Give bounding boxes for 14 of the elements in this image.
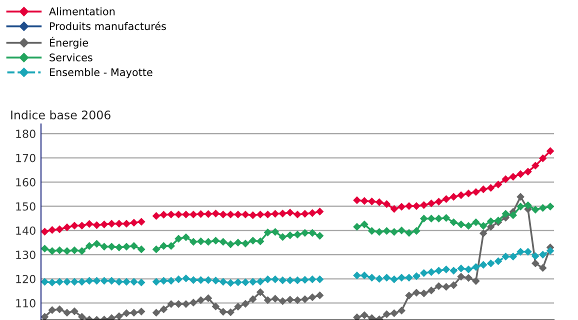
legend-label: Ensemble - Mayotte	[50, 68, 152, 78]
legend-label: Énergie	[50, 36, 88, 49]
y-axis-title: Indice base 2006	[11, 110, 110, 120]
y-tick-label: 160	[16, 178, 36, 186]
y-tick-label: 110	[16, 299, 36, 308]
legend-label: Alimentation	[49, 7, 115, 16]
y-tick-label: 120	[16, 274, 36, 284]
y-tick-label: 180	[16, 130, 36, 138]
y-tick-label: 130	[16, 250, 36, 260]
y-tick-label: 170	[16, 154, 36, 162]
legend-label: Produits manufacturés	[50, 22, 166, 30]
legend-label: Services	[50, 53, 92, 62]
y-tick-label: 150	[16, 202, 36, 211]
y-tick-label: 140	[16, 226, 36, 235]
